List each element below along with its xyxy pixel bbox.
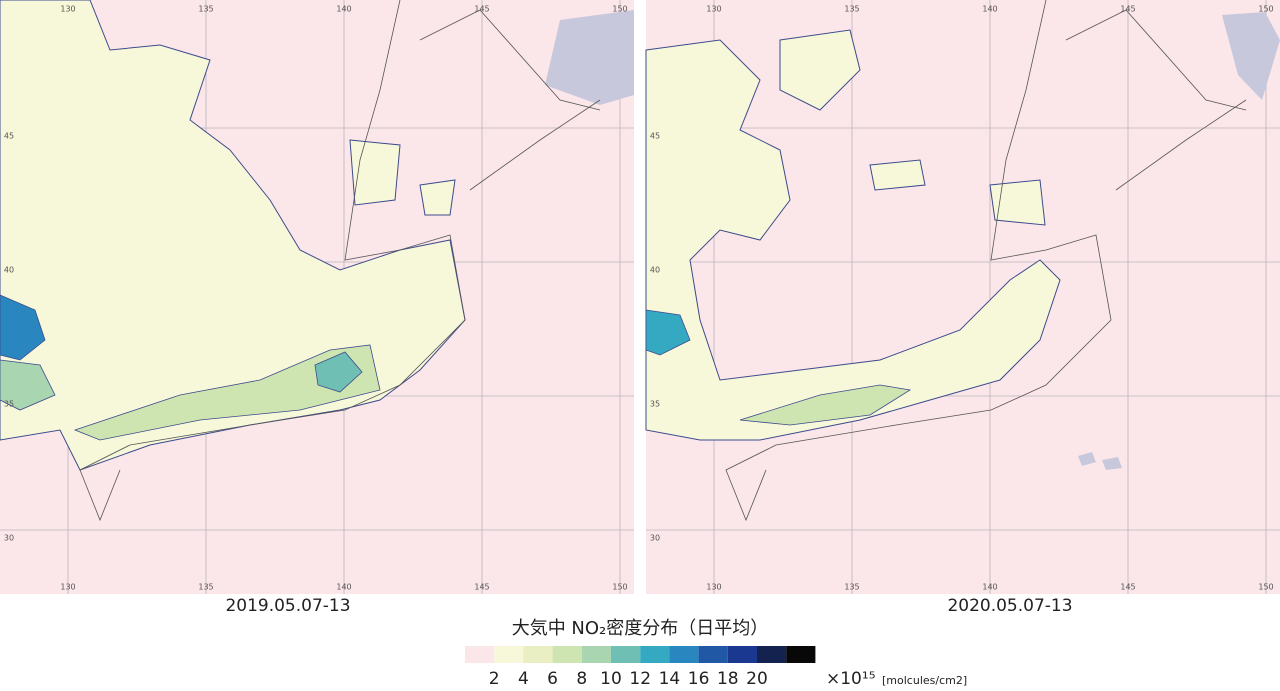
no2-region (0, 294, 46, 361)
map-panel: 130 130 135 135 140 140 145 145 150 150 45 40 35 30 (645, 0, 1280, 594)
colorbar-tick-label: 10 (600, 669, 622, 689)
colorbar-tick-label: 18 (717, 669, 739, 689)
lon-label: 150 (1258, 583, 1273, 592)
lon-label: 140 (336, 583, 351, 592)
colorbar: 2 4 6 8 10 12 14 16 18 20 (465, 646, 816, 689)
no2-region (739, 384, 912, 426)
panel-label: 2020.05.07-13 (947, 596, 1072, 616)
lat-label: 35 (4, 400, 14, 409)
lon-label: 145 (1120, 5, 1135, 14)
lat-label: 45 (650, 132, 660, 141)
lon-label: 140 (336, 5, 351, 14)
cloud-mask (1078, 452, 1096, 466)
color-swatch (727, 646, 757, 663)
no2-region (73, 344, 381, 441)
colorbar-tick-label: 14 (659, 669, 681, 689)
lon-label: 135 (198, 583, 213, 592)
lat-label: 45 (4, 132, 14, 141)
lat-label: 40 (650, 266, 660, 275)
lat-label: 40 (4, 266, 14, 275)
colorbar-tick-label: 20 (746, 669, 768, 689)
colorbar-tick-label: 2 (489, 669, 500, 689)
lon-label: 130 (706, 5, 721, 14)
lon-label: 150 (1258, 5, 1273, 14)
color-swatch (611, 646, 641, 663)
legend-unit-note: [molcules/cm2] (882, 674, 967, 687)
legend-title: 大気中 NO₂密度分布（日平均） (512, 618, 769, 639)
lon-label: 135 (198, 5, 213, 14)
color-swatch (757, 646, 787, 663)
no2-region (869, 159, 926, 191)
colorbar-tick-label: 8 (576, 669, 587, 689)
colorbar-tick-label: 12 (629, 669, 651, 689)
legend-unit: ×10¹⁵ (826, 669, 876, 689)
color-swatch (494, 646, 524, 663)
coastline (725, 0, 1247, 522)
no2-region (779, 29, 861, 111)
lon-label: 145 (474, 583, 489, 592)
no2-region (645, 309, 691, 356)
color-swatch (523, 646, 553, 663)
colorbar-tick-label: 16 (688, 669, 710, 689)
color-swatch (552, 646, 582, 663)
no2-region (0, 359, 56, 411)
lon-label: 145 (1120, 583, 1135, 592)
color-swatch (786, 646, 816, 663)
color-swatch (640, 646, 670, 663)
cloud-mask (1222, 12, 1280, 100)
lon-label: 130 (60, 5, 75, 14)
color-swatch (669, 646, 699, 663)
no2-region (349, 139, 401, 206)
lon-label: 130 (706, 583, 721, 592)
lon-label: 150 (612, 5, 627, 14)
color-swatch (698, 646, 728, 663)
coastline (79, 0, 601, 522)
lon-label: 140 (982, 583, 997, 592)
lat-label: 30 (650, 534, 660, 543)
panel-label: 2019.05.07-13 (225, 596, 350, 616)
colorbar-tick-label: 4 (518, 669, 529, 689)
lon-label: 130 (60, 583, 75, 592)
lon-label: 135 (844, 583, 859, 592)
lon-label: 150 (612, 583, 627, 592)
cloud-mask (1102, 457, 1122, 470)
no2-region (419, 179, 456, 216)
lat-label: 35 (650, 400, 660, 409)
lon-label: 145 (474, 5, 489, 14)
no2-region (645, 39, 1061, 441)
color-swatch (465, 646, 495, 663)
map-panel: 130 130 135 135 140 140 145 145 150 150 45 40 35 30 (0, 0, 634, 594)
no2-region (314, 351, 363, 393)
no2-region (989, 179, 1046, 226)
cloud-mask (545, 10, 634, 105)
lon-label: 140 (982, 5, 997, 14)
lon-label: 135 (844, 5, 859, 14)
lat-label: 30 (4, 534, 14, 543)
colorbar-tick-label: 6 (547, 669, 558, 689)
color-swatch (581, 646, 611, 663)
